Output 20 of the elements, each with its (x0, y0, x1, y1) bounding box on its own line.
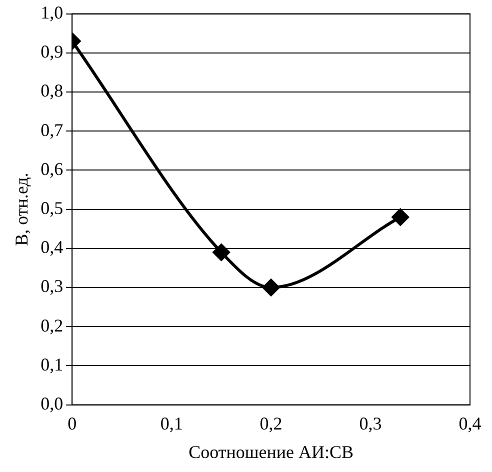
y-tick-label: 0,9 (40, 42, 64, 62)
y-tick-label: 0,3 (40, 276, 64, 296)
y-tick-label: 0,1 (40, 354, 64, 374)
y-tick-label: 0,2 (40, 315, 64, 336)
y-tick-label: 0,5 (40, 198, 64, 218)
y-tick-label: 1,0 (40, 2, 64, 23)
y-tick-label: 0,7 (40, 120, 64, 140)
x-tick-label: 0,4 (458, 413, 482, 434)
point (212, 244, 230, 261)
x-tick-label: 0 (68, 413, 77, 434)
point (262, 279, 280, 296)
x-axis-title: Соотношение АИ:СВ (188, 442, 354, 462)
y-axis-title: B, отн.ед. (12, 172, 32, 246)
y-tick-label: 0,6 (40, 158, 64, 179)
y-tick-label: 0,8 (40, 80, 64, 101)
x-tick-label: 0,3 (359, 413, 382, 434)
y-tick-label: 0,0 (40, 394, 64, 414)
x-tick-label: 0,1 (160, 413, 183, 434)
x-tick-label: 0,2 (260, 413, 282, 434)
y-tick-label: 0,4 (40, 237, 64, 258)
